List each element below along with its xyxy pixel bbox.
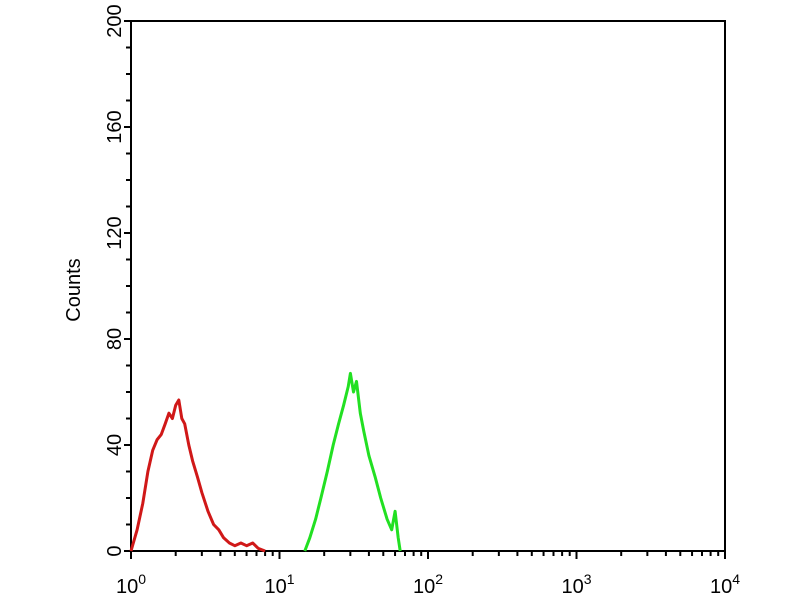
- y-tick-label: 160: [104, 110, 126, 143]
- x-tick-label: 102: [413, 571, 443, 598]
- x-tick-label: 104: [710, 571, 740, 598]
- histogram-series-2: [303, 371, 402, 552]
- x-tick-label: 103: [561, 571, 591, 598]
- histogram-series-1: [129, 398, 266, 553]
- y-tick-label: 120: [104, 216, 126, 249]
- y-tick-label: 200: [104, 4, 126, 37]
- plot-frame: [130, 20, 726, 552]
- y-tick-label: 0: [104, 545, 126, 556]
- y-tick-label: 80: [104, 328, 126, 350]
- y-tick-label: 40: [104, 434, 126, 456]
- x-tick-label: 100: [116, 571, 146, 598]
- x-tick-label: 101: [264, 571, 294, 598]
- y-axis-label: Counts: [63, 258, 85, 321]
